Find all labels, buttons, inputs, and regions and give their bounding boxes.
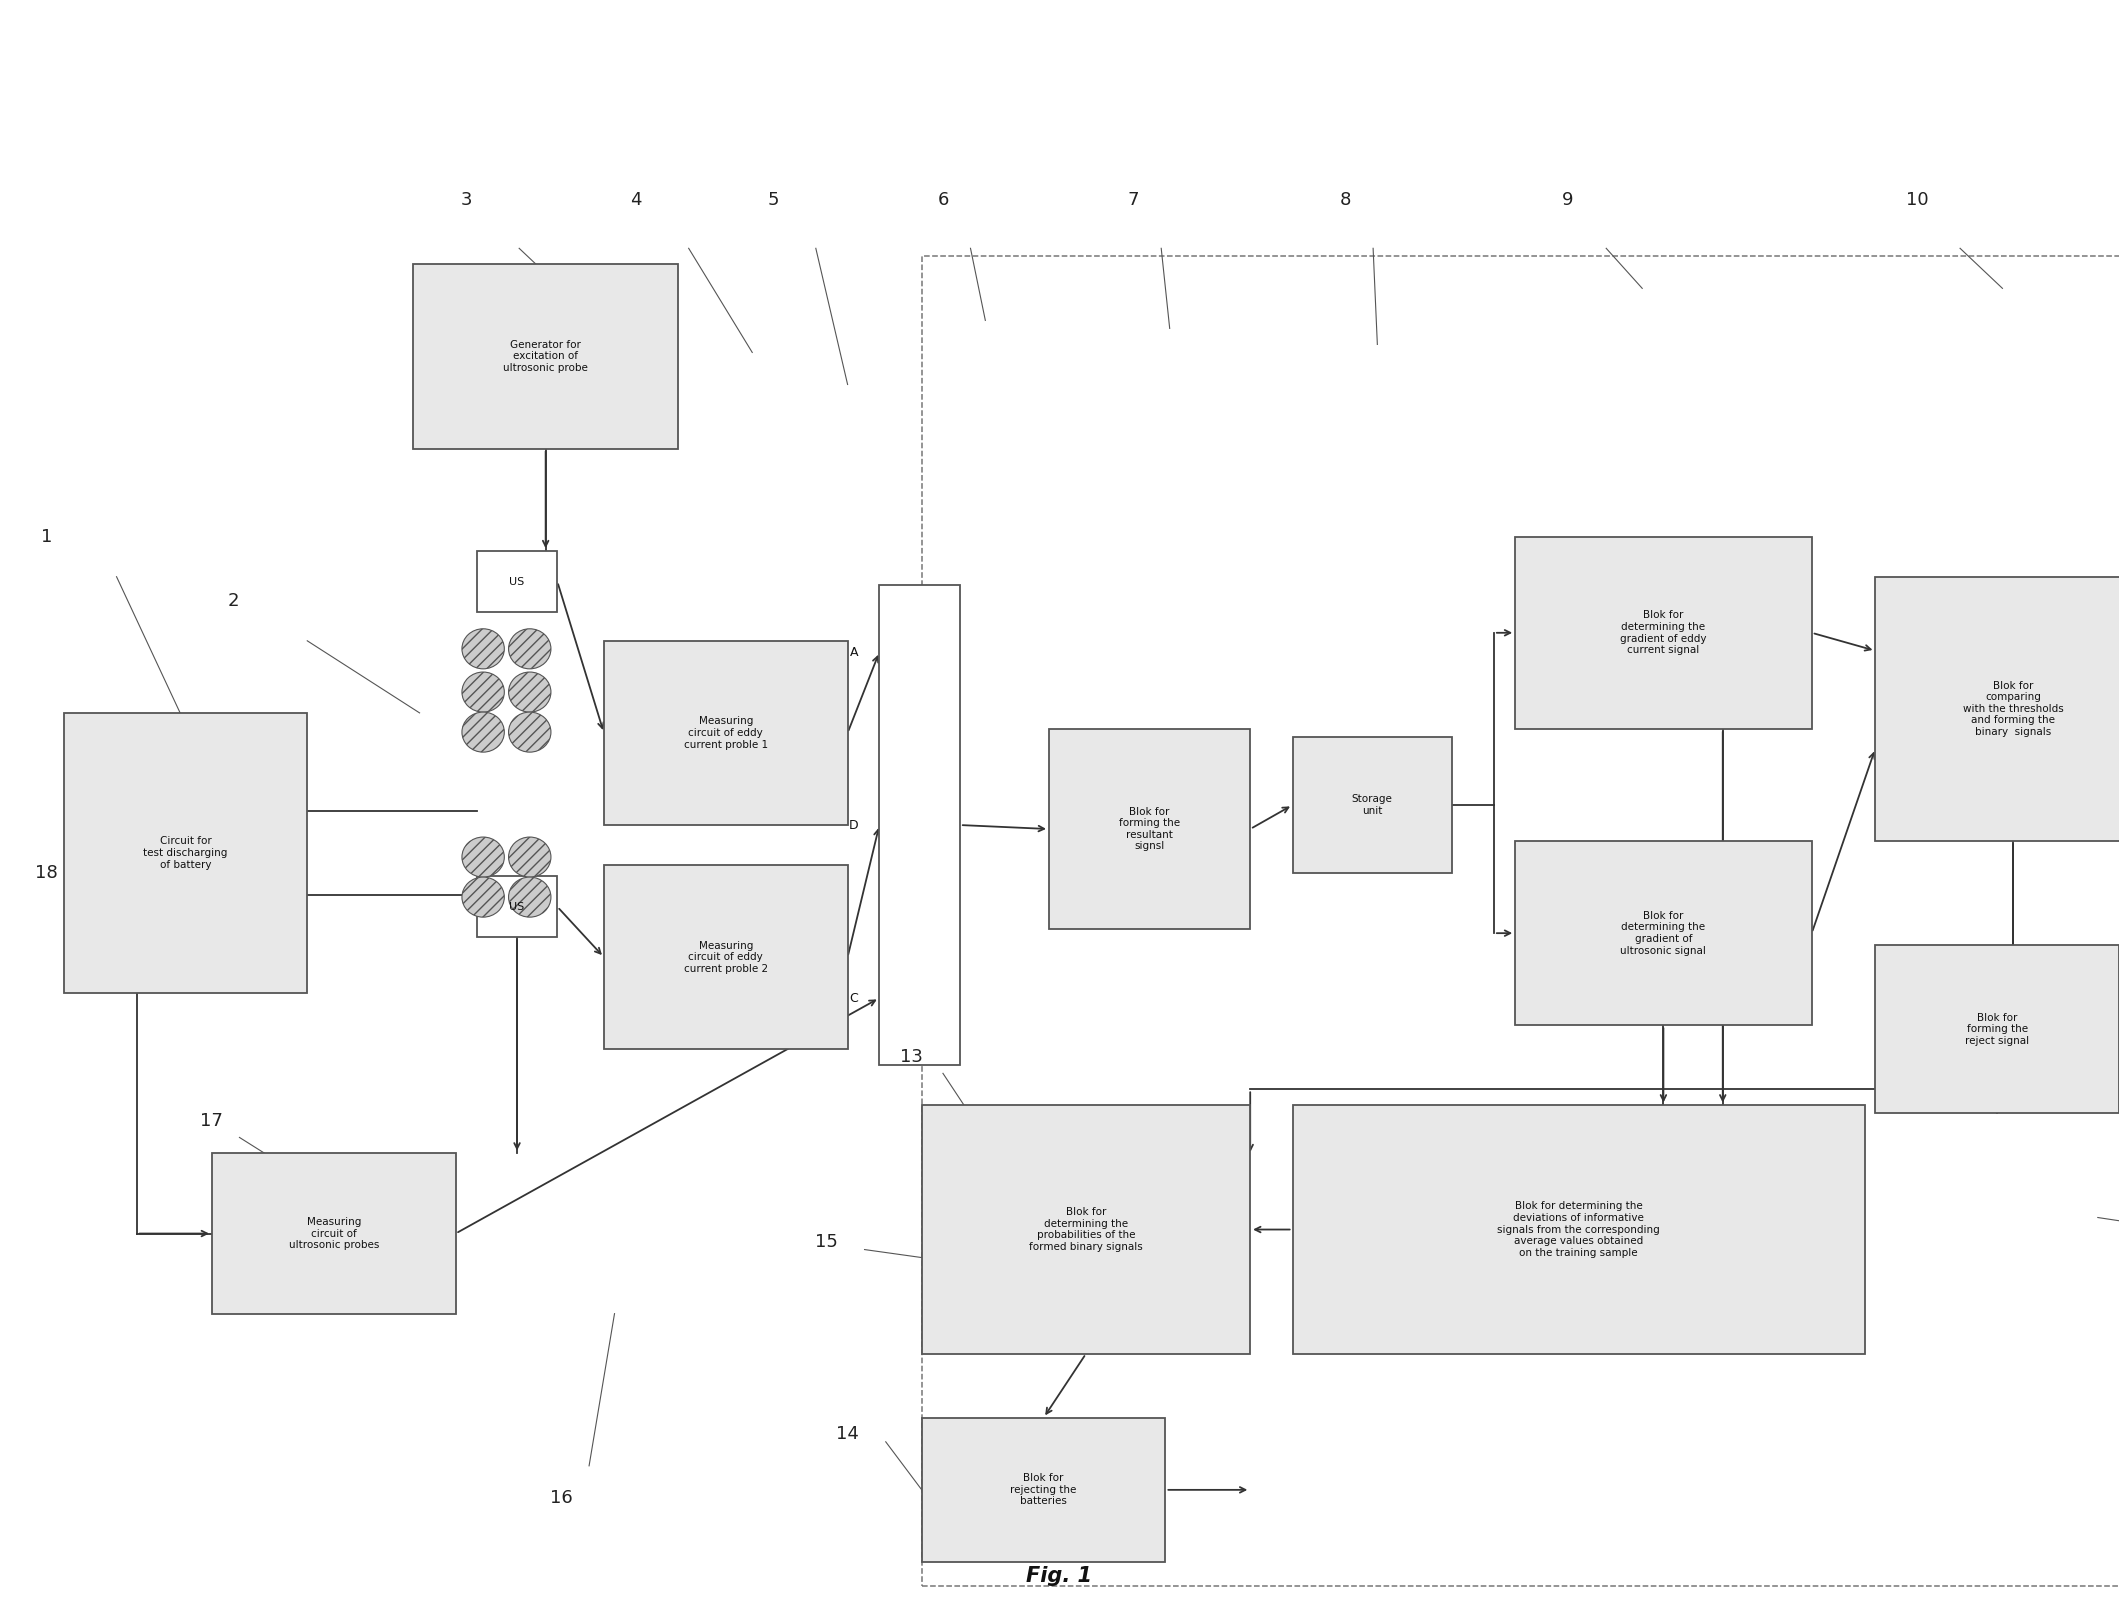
Ellipse shape bbox=[509, 673, 551, 711]
Bar bbox=[64, 713, 307, 993]
Text: 9: 9 bbox=[1562, 191, 1574, 210]
Bar bbox=[1515, 537, 1812, 729]
Bar bbox=[1049, 729, 1250, 929]
Text: Blok for
comparing
with the thresholds
and forming the
binary  signals: Blok for comparing with the thresholds a… bbox=[1962, 681, 2064, 737]
Text: Blok for determining the
deviations of informative
signals from the correspondin: Blok for determining the deviations of i… bbox=[1498, 1202, 1659, 1258]
Text: 7: 7 bbox=[1127, 191, 1140, 210]
Text: Measuring
circuit of
ultrosonic probes: Measuring circuit of ultrosonic probes bbox=[288, 1218, 379, 1250]
Text: 3: 3 bbox=[460, 191, 473, 210]
Text: Blok for
rejecting the
batteries: Blok for rejecting the batteries bbox=[1011, 1474, 1076, 1506]
Bar bbox=[212, 1153, 456, 1314]
Text: Circuit for
test discharging
of battery: Circuit for test discharging of battery bbox=[144, 836, 227, 870]
Ellipse shape bbox=[509, 630, 551, 670]
Text: 8: 8 bbox=[1339, 191, 1352, 210]
Text: C: C bbox=[850, 992, 858, 1004]
Ellipse shape bbox=[462, 630, 504, 670]
Text: 14: 14 bbox=[837, 1424, 858, 1443]
Text: Blok for
forming the
reject signal: Blok for forming the reject signal bbox=[1964, 1012, 2030, 1046]
Ellipse shape bbox=[509, 711, 551, 751]
Text: Generator for
excitation of
ultrosonic probe: Generator for excitation of ultrosonic p… bbox=[502, 340, 589, 373]
Bar bbox=[604, 865, 848, 1049]
Text: D: D bbox=[850, 819, 858, 831]
Bar bbox=[413, 264, 678, 449]
Text: 5: 5 bbox=[767, 191, 780, 210]
Bar bbox=[1293, 1105, 1865, 1354]
Bar bbox=[604, 641, 848, 825]
Text: 13: 13 bbox=[901, 1048, 922, 1067]
Text: 4: 4 bbox=[629, 191, 642, 210]
Bar bbox=[1515, 841, 1812, 1025]
Ellipse shape bbox=[462, 673, 504, 711]
Text: Blok for
determining the
gradient of
ultrosonic signal: Blok for determining the gradient of ult… bbox=[1621, 912, 1706, 955]
Bar bbox=[1875, 577, 2119, 841]
Text: Measuring
circuit of eddy
current proble 2: Measuring circuit of eddy current proble… bbox=[684, 940, 767, 974]
Text: Measuring
circuit of eddy
current proble 1: Measuring circuit of eddy current proble… bbox=[684, 716, 767, 750]
Text: 1: 1 bbox=[40, 527, 53, 546]
Text: 10: 10 bbox=[1907, 191, 1928, 210]
Text: 15: 15 bbox=[816, 1232, 837, 1251]
Text: 6: 6 bbox=[937, 191, 949, 210]
Text: 16: 16 bbox=[551, 1488, 572, 1507]
Text: 17: 17 bbox=[201, 1112, 222, 1131]
Text: A: A bbox=[850, 646, 858, 658]
Bar bbox=[1875, 945, 2119, 1113]
Text: 18: 18 bbox=[36, 863, 57, 883]
Text: US: US bbox=[509, 902, 526, 912]
Ellipse shape bbox=[509, 836, 551, 876]
Text: Blok for
determining the
probabilities of the
formed binary signals: Blok for determining the probabilities o… bbox=[1030, 1208, 1142, 1251]
Text: Blok for
determining the
gradient of eddy
current signal: Blok for determining the gradient of edd… bbox=[1621, 610, 1706, 655]
Bar bbox=[922, 256, 2119, 1586]
Ellipse shape bbox=[462, 878, 504, 916]
Ellipse shape bbox=[509, 878, 551, 916]
Ellipse shape bbox=[462, 711, 504, 751]
Ellipse shape bbox=[462, 836, 504, 876]
Bar bbox=[879, 585, 960, 1065]
Text: US: US bbox=[509, 577, 526, 586]
Bar bbox=[922, 1418, 1165, 1562]
Bar bbox=[477, 551, 557, 612]
Text: Storage
unit: Storage unit bbox=[1352, 795, 1392, 815]
Text: 2: 2 bbox=[227, 591, 239, 610]
Bar bbox=[477, 876, 557, 937]
Bar bbox=[922, 1105, 1250, 1354]
Text: Blok for
forming the
resultant
signsl: Blok for forming the resultant signsl bbox=[1119, 807, 1180, 851]
Text: Fig. 1: Fig. 1 bbox=[1026, 1567, 1093, 1586]
Bar bbox=[1293, 737, 1452, 873]
